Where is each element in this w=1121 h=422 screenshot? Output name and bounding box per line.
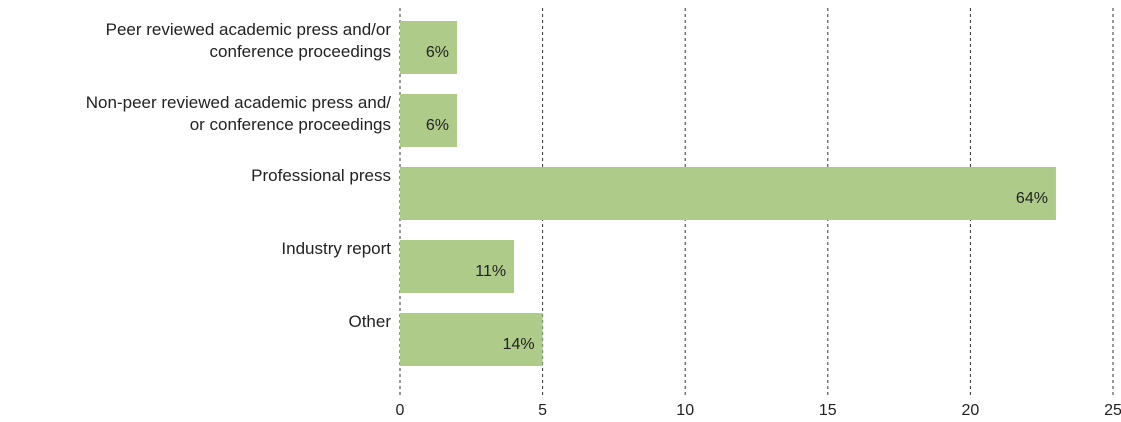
value-label: 6% [426, 117, 449, 134]
bar [400, 94, 458, 147]
x-tick-label: 15 [819, 402, 837, 419]
category-label: Peer reviewed academic press and/or conf… [105, 20, 391, 61]
category-label: Industry report [281, 239, 391, 258]
value-label: 14% [503, 336, 535, 353]
category-label: Non-peer reviewed academic press and/ or… [85, 93, 391, 134]
bar [400, 240, 515, 293]
value-label: 11% [475, 263, 506, 280]
bar [400, 21, 458, 74]
x-tick-label: 0 [396, 402, 405, 419]
category-label: Professional press [251, 166, 391, 185]
bar [400, 313, 543, 366]
value-label: 6% [426, 44, 449, 61]
x-tick-label: 10 [676, 402, 694, 419]
x-tick-label: 5 [538, 402, 547, 419]
x-tick-label: 20 [962, 402, 980, 419]
x-tick-label: 25 [1104, 402, 1121, 419]
category-label: Other [348, 312, 391, 331]
value-label: 64% [1016, 190, 1048, 207]
bar [400, 167, 1056, 220]
